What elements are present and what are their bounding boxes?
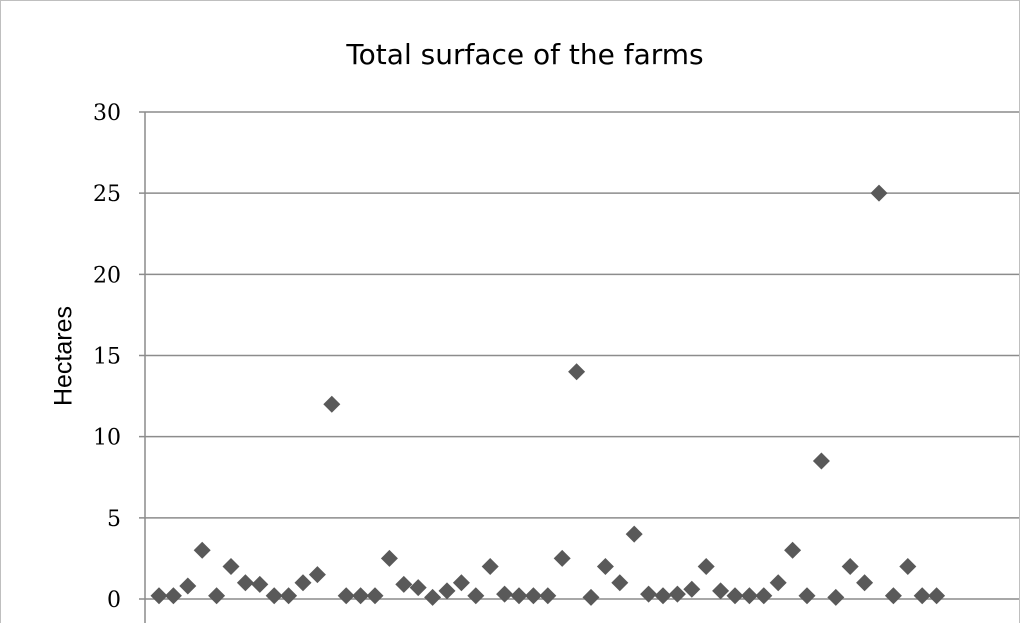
- data-point: [856, 574, 874, 592]
- data-point: [467, 587, 485, 605]
- data-point: [683, 580, 701, 598]
- y-tick-label: 15: [93, 345, 121, 370]
- y-tick-label: 0: [107, 588, 121, 613]
- data-point: [625, 525, 643, 543]
- y-tick-label: 30: [93, 101, 121, 126]
- data-point: [899, 558, 917, 576]
- y-tick-label: 10: [93, 426, 121, 451]
- data-point: [740, 587, 758, 605]
- data-point: [539, 587, 557, 605]
- data-point: [193, 541, 211, 559]
- data-point: [496, 585, 514, 603]
- data-point: [568, 363, 586, 381]
- data-point: [308, 566, 326, 584]
- y-tick-label: 20: [93, 263, 121, 288]
- data-point: [323, 395, 341, 413]
- data-point: [668, 585, 686, 603]
- data-point: [596, 558, 614, 576]
- data-point: [236, 574, 254, 592]
- data-point: [409, 579, 427, 597]
- data-point: [884, 587, 902, 605]
- data-point: [913, 587, 931, 605]
- data-point: [553, 549, 571, 567]
- data-point: [294, 574, 312, 592]
- data-point: [438, 582, 456, 600]
- data-point: [640, 585, 658, 603]
- y-tick-label: 25: [93, 182, 121, 207]
- data-point: [928, 587, 946, 605]
- data-point: [510, 587, 528, 605]
- data-point: [164, 587, 182, 605]
- data-point: [870, 184, 888, 202]
- data-point: [697, 558, 715, 576]
- y-tick-label: 5: [107, 507, 121, 532]
- data-point: [611, 574, 629, 592]
- data-point: [352, 587, 370, 605]
- data-point: [712, 582, 730, 600]
- data-point: [755, 587, 773, 605]
- data-point: [380, 549, 398, 567]
- data-point: [395, 575, 413, 593]
- data-point: [524, 587, 542, 605]
- data-point: [827, 588, 845, 606]
- chart-title: Total surface of the farms: [346, 38, 704, 71]
- data-point: [179, 577, 197, 595]
- data-point: [150, 587, 168, 605]
- data-point: [841, 558, 859, 576]
- data-point: [424, 588, 442, 606]
- data-point: [812, 452, 830, 470]
- data-point: [265, 587, 283, 605]
- data-point: [798, 587, 816, 605]
- data-point: [280, 587, 298, 605]
- data-point: [582, 588, 600, 606]
- data-point: [337, 587, 355, 605]
- data-point: [452, 574, 470, 592]
- data-point: [208, 587, 226, 605]
- data-point: [222, 558, 240, 576]
- data-point: [726, 587, 744, 605]
- data-point: [251, 575, 269, 593]
- data-point: [784, 541, 802, 559]
- data-point: [769, 574, 787, 592]
- data-point: [481, 558, 499, 576]
- data-point: [366, 587, 384, 605]
- data-point: [654, 587, 672, 605]
